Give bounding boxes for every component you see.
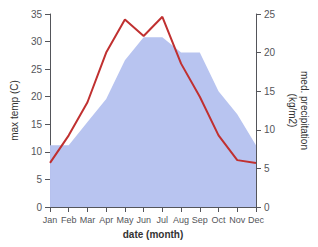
svg-text:15: 15 xyxy=(264,86,276,97)
svg-text:Jun: Jun xyxy=(136,215,151,225)
svg-text:25: 25 xyxy=(264,9,276,20)
svg-text:May: May xyxy=(116,215,134,225)
svg-text:date (month): date (month) xyxy=(123,229,184,240)
svg-text:0: 0 xyxy=(36,202,42,213)
svg-text:Nov: Nov xyxy=(229,215,246,225)
svg-text:15: 15 xyxy=(31,119,43,130)
svg-text:30: 30 xyxy=(31,36,43,47)
svg-text:Jul: Jul xyxy=(157,215,169,225)
svg-text:Sep: Sep xyxy=(192,215,208,225)
svg-text:20: 20 xyxy=(31,91,43,102)
svg-text:Apr: Apr xyxy=(99,215,113,225)
svg-text:0: 0 xyxy=(264,202,270,213)
svg-text:10: 10 xyxy=(31,146,43,157)
svg-text:Dec: Dec xyxy=(248,215,265,225)
svg-text:(kg/m2): (kg/m2) xyxy=(287,94,298,128)
svg-text:25: 25 xyxy=(31,64,43,75)
svg-text:Jan: Jan xyxy=(43,215,58,225)
svg-text:Oct: Oct xyxy=(212,215,227,225)
svg-text:5: 5 xyxy=(264,163,270,174)
svg-text:Feb: Feb xyxy=(61,215,77,225)
svg-text:20: 20 xyxy=(264,47,276,58)
svg-text:max temp (C): max temp (C) xyxy=(9,80,20,141)
svg-text:med. precipitation: med. precipitation xyxy=(299,71,310,150)
svg-text:10: 10 xyxy=(264,124,276,135)
svg-text:Aug: Aug xyxy=(173,215,189,225)
svg-text:5: 5 xyxy=(36,174,42,185)
svg-text:Mar: Mar xyxy=(80,215,96,225)
svg-text:35: 35 xyxy=(31,9,43,20)
